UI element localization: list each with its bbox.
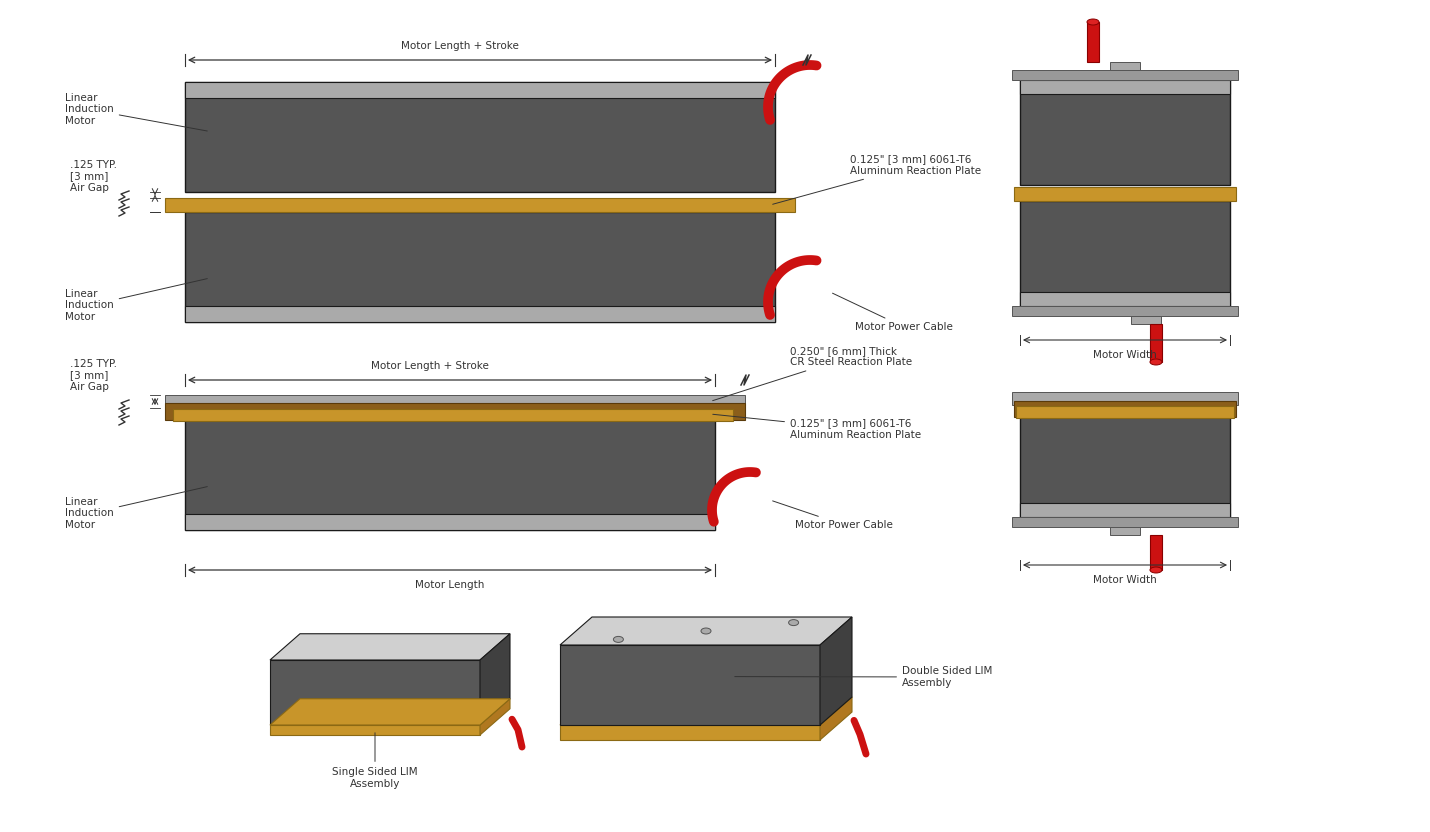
Bar	[184, 82, 775, 192]
Bar	[1015, 406, 1234, 418]
Text: Motor Length: Motor Length	[415, 580, 485, 590]
Bar	[1012, 392, 1238, 405]
Bar	[1014, 401, 1236, 417]
Text: Linear
Induction
Motor: Linear Induction Motor	[64, 93, 207, 131]
Bar	[1020, 201, 1230, 306]
Bar	[1014, 187, 1236, 201]
Text: Linear
Induction
Motor: Linear Induction Motor	[64, 487, 207, 530]
Bar	[1110, 527, 1140, 535]
Bar	[184, 514, 715, 530]
Text: Motor Power Cable: Motor Power Cable	[832, 293, 952, 332]
Text: Motor Power Cable: Motor Power Cable	[772, 501, 892, 530]
Bar	[164, 198, 795, 212]
Polygon shape	[270, 725, 480, 735]
Bar	[1012, 517, 1238, 527]
Ellipse shape	[613, 636, 623, 642]
Polygon shape	[561, 645, 819, 725]
Text: Double Sided LIM
Assembly: Double Sided LIM Assembly	[735, 666, 992, 688]
Polygon shape	[561, 697, 852, 725]
Bar	[184, 212, 775, 322]
Ellipse shape	[701, 628, 711, 634]
Bar	[173, 409, 734, 421]
Polygon shape	[819, 617, 852, 725]
Text: 0.125" [3 mm] 6061-T6
Aluminum Reaction Plate: 0.125" [3 mm] 6061-T6 Aluminum Reaction …	[772, 154, 981, 205]
Ellipse shape	[1150, 567, 1163, 573]
Bar	[184, 306, 775, 322]
Text: Motor Width: Motor Width	[1093, 350, 1157, 360]
Polygon shape	[480, 634, 511, 725]
Ellipse shape	[788, 620, 798, 626]
Text: 0.125" [3 mm] 6061-T6
Aluminum Reaction Plate: 0.125" [3 mm] 6061-T6 Aluminum Reaction …	[712, 414, 921, 440]
Text: Motor Width: Motor Width	[1093, 575, 1157, 585]
Ellipse shape	[1087, 19, 1100, 25]
Bar	[1020, 80, 1230, 185]
Polygon shape	[270, 660, 480, 725]
Text: Linear
Induction
Motor: Linear Induction Motor	[64, 279, 207, 322]
Polygon shape	[561, 725, 819, 740]
Bar	[1012, 70, 1238, 80]
Bar	[1087, 22, 1100, 62]
Bar	[1110, 62, 1140, 70]
Text: 0.250" [6 mm] Thick
CR Steel Reaction Plate: 0.250" [6 mm] Thick CR Steel Reaction Pl…	[712, 346, 912, 401]
Text: Motor Length + Stroke: Motor Length + Stroke	[370, 361, 489, 371]
Text: Single Sided LIM
Assembly: Single Sided LIM Assembly	[332, 733, 418, 789]
Polygon shape	[270, 634, 511, 660]
Polygon shape	[480, 699, 511, 735]
Bar	[1020, 417, 1230, 517]
Bar	[1150, 324, 1163, 362]
Polygon shape	[561, 617, 852, 645]
Bar	[1020, 80, 1230, 94]
Bar	[1012, 306, 1238, 316]
Bar	[184, 420, 715, 530]
Text: .125 TYP.
[3 mm]
Air Gap: .125 TYP. [3 mm] Air Gap	[70, 160, 117, 193]
Bar	[1131, 316, 1161, 324]
Text: .125 TYP.
[3 mm]
Air Gap: .125 TYP. [3 mm] Air Gap	[70, 359, 117, 392]
Bar	[1020, 503, 1230, 517]
Bar	[184, 82, 775, 98]
Bar	[164, 395, 745, 408]
Ellipse shape	[1150, 359, 1163, 365]
Bar	[164, 403, 745, 420]
Bar	[1150, 535, 1163, 570]
Bar	[1020, 292, 1230, 306]
Polygon shape	[819, 697, 852, 740]
Polygon shape	[270, 699, 511, 725]
Text: Motor Length + Stroke: Motor Length + Stroke	[400, 41, 519, 51]
